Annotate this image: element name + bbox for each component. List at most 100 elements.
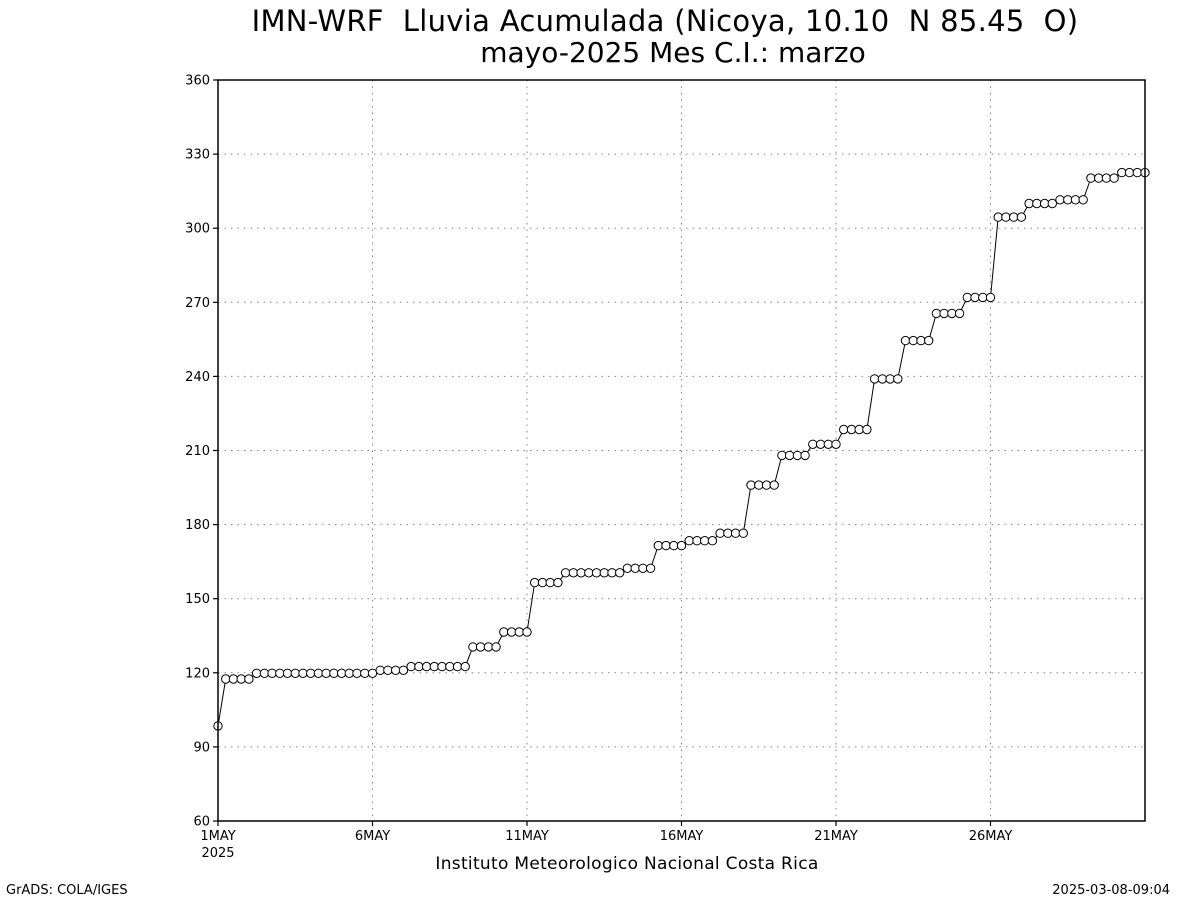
data-point (406, 661, 416, 672)
data-point (267, 668, 277, 678)
data-point (1094, 173, 1104, 183)
data-point (290, 668, 300, 678)
data-point (1070, 195, 1081, 205)
data-point (1001, 212, 1011, 222)
y-tick-label: 360 (185, 74, 210, 89)
data-point (560, 568, 571, 578)
data-point (730, 528, 741, 538)
data-point (251, 668, 262, 678)
plot-frame (217, 79, 1146, 822)
data-point (970, 292, 980, 303)
data-point (877, 374, 888, 384)
data-point (344, 668, 354, 678)
data-point (391, 665, 401, 675)
data-point (352, 668, 362, 678)
data-point (862, 424, 872, 435)
chart-title: IMN-WRF Lluvia Acumulada (Nicoya, 10.10 … (251, 4, 1079, 38)
footer-right: 2025-03-08-09:04 (1052, 883, 1170, 898)
data-point (692, 536, 702, 546)
y-tick-label: 330 (185, 148, 210, 163)
data-point (475, 642, 486, 652)
data-point (244, 674, 254, 684)
data-point (1039, 198, 1050, 209)
data-point (514, 627, 524, 637)
data-point (669, 540, 679, 551)
data-point (916, 335, 926, 346)
data-point (375, 665, 385, 675)
data-point (754, 480, 764, 490)
data-point (839, 424, 849, 435)
data-point (924, 335, 934, 346)
data-point (383, 665, 393, 675)
data-point (723, 528, 733, 538)
data-point (869, 374, 880, 384)
data-point (908, 335, 918, 346)
data-point (792, 450, 803, 461)
data-point (360, 668, 370, 678)
series-layer (213, 167, 1150, 731)
data-point (522, 627, 532, 637)
data-point (622, 563, 633, 573)
data-point (746, 480, 756, 490)
data-point (398, 665, 409, 675)
data-point (1063, 195, 1073, 205)
x-tick-label: 11MAY (505, 829, 549, 844)
data-point (367, 668, 378, 678)
x-tick-label: 1MAY (200, 829, 235, 844)
data-point (1055, 195, 1065, 205)
data-point (452, 661, 463, 672)
data-point (931, 308, 942, 319)
x-axis-ticks: 1MAY 2025 6MAY 11MAY 16MAY 21MAY 26MAY (200, 821, 1012, 861)
y-tick-label: 270 (185, 296, 210, 311)
data-point (499, 627, 509, 637)
data-point (1117, 167, 1127, 178)
data-point (414, 661, 424, 672)
data-point (336, 668, 347, 678)
data-point (1109, 173, 1119, 183)
data-point (846, 424, 857, 435)
data-point (707, 536, 718, 546)
x-axis-label: Instituto Meteorologico Nacional Costa R… (435, 854, 819, 874)
chart-subtitle: mayo-2025 Mes C.I.: marzo (480, 36, 866, 69)
y-tick-label: 300 (185, 222, 210, 237)
data-point (661, 540, 671, 551)
data-point (1009, 212, 1019, 222)
data-point (808, 439, 818, 449)
y-tick-label: 180 (185, 518, 210, 533)
x-tick-label: 26MAY (969, 829, 1013, 844)
data-point (900, 335, 911, 346)
data-point (993, 212, 1003, 222)
y-tick-label: 150 (185, 592, 210, 607)
data-point (954, 308, 965, 319)
data-point (591, 568, 602, 578)
x-tick-label: 21MAY (814, 829, 858, 844)
data-point (893, 374, 903, 384)
data-point (854, 424, 864, 435)
data-point (553, 577, 563, 588)
data-point (978, 292, 988, 303)
data-point (823, 439, 833, 449)
x-tick-sublabel: 2025 (201, 846, 234, 861)
y-tick-label: 90 (193, 740, 210, 755)
data-point (282, 668, 293, 678)
data-point (483, 642, 494, 652)
data-point (321, 668, 331, 678)
data-point (236, 674, 246, 684)
data-point (607, 568, 617, 578)
data-point (1016, 212, 1027, 222)
data-point (630, 563, 640, 573)
data-point (738, 528, 748, 538)
data-point (1101, 173, 1112, 183)
data-point (815, 439, 826, 449)
data-point (298, 668, 308, 678)
data-point (1024, 198, 1034, 209)
data-point (700, 536, 710, 546)
data-point (445, 661, 455, 672)
data-point (306, 668, 316, 678)
data-point (545, 577, 555, 588)
data-point (537, 577, 548, 588)
data-point (885, 374, 895, 384)
data-point (761, 480, 772, 490)
data-point (1047, 198, 1058, 209)
data-point (599, 568, 609, 578)
